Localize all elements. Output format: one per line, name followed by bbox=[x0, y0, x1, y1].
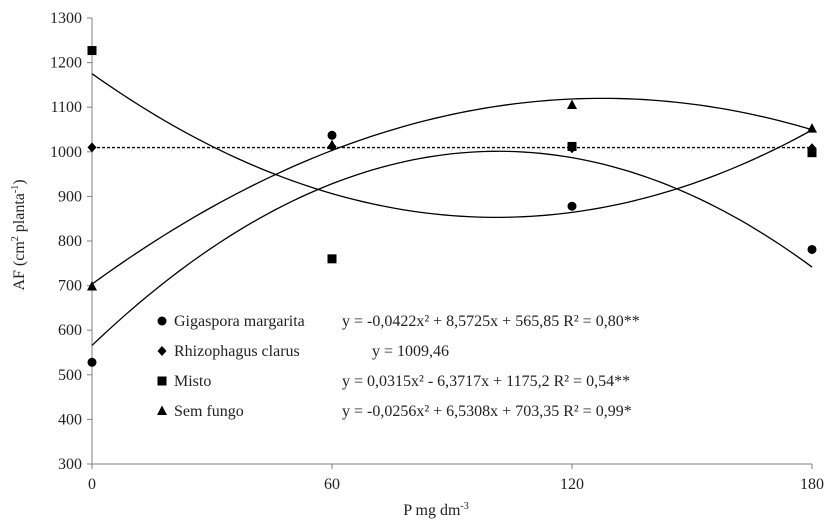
y-tick-label: 400 bbox=[58, 411, 82, 428]
y-axis-title: AF (cm2 planta-1) bbox=[10, 179, 28, 290]
legend-equation-gigaspora-margarita: y = -0,0422x² + 8,5725x + 565,85 R² = 0,… bbox=[342, 313, 640, 330]
point-misto bbox=[87, 46, 97, 56]
point-sem-fungo bbox=[87, 280, 97, 291]
point-misto bbox=[807, 148, 817, 158]
legend-label-rhizophagus-clarus: Rhizophagus clarus bbox=[174, 343, 300, 360]
x-tick-label: 0 bbox=[88, 476, 96, 493]
y-tick-label: 500 bbox=[58, 367, 82, 384]
axes bbox=[91, 18, 812, 465]
x-tick-label: 180 bbox=[800, 476, 824, 493]
point-sem-fungo bbox=[807, 123, 817, 133]
x-tick-label: 120 bbox=[560, 476, 584, 493]
data-points bbox=[87, 46, 817, 367]
point-gigaspora-margarita bbox=[327, 130, 337, 140]
legend-marker-gigaspora-margarita bbox=[157, 316, 167, 326]
legend: Gigaspora margarita y = -0,0422x² + 8,572… bbox=[157, 313, 640, 420]
point-sem-fungo bbox=[567, 99, 577, 109]
y-tick-label: 1300 bbox=[50, 10, 82, 27]
legend-label-gigaspora-margarita: Gigaspora margarita bbox=[174, 313, 305, 330]
fit-line-misto bbox=[91, 73, 813, 219]
point-gigaspora-margarita bbox=[807, 244, 817, 254]
legend-label-sem-fungo: Sem fungo bbox=[174, 403, 244, 420]
point-misto bbox=[327, 254, 337, 264]
legend-equation-sem-fungo: y = -0,0256x² + 6,5308x + 703,35 R² = 0,… bbox=[342, 403, 632, 420]
trend-lines bbox=[91, 73, 813, 346]
point-rhizophagus-clarus bbox=[87, 142, 97, 153]
point-gigaspora-margarita bbox=[567, 201, 577, 211]
y-tick-label: 700 bbox=[58, 278, 82, 295]
legend-marker-rhizophagus-clarus bbox=[157, 346, 167, 356]
y-tick-label: 800 bbox=[58, 233, 82, 250]
legend-marker-sem-fungo bbox=[157, 405, 167, 415]
legend-equation-misto: y = 0,0315x² - 6,3717x + 1175,2 R² = 0,5… bbox=[342, 373, 630, 390]
fit-line-gigaspora-margarita bbox=[91, 150, 813, 346]
x-tick-label: 60 bbox=[324, 476, 340, 493]
point-misto bbox=[567, 141, 577, 151]
fit-line-sem-fungo bbox=[91, 97, 813, 285]
y-tick-label: 900 bbox=[58, 188, 82, 205]
y-tick-label: 300 bbox=[58, 456, 82, 473]
y-tick-label: 1000 bbox=[50, 144, 82, 161]
y-tick-label: 600 bbox=[58, 322, 82, 339]
y-tick-label: 1200 bbox=[50, 55, 82, 72]
x-axis-title: P mg dm-3 bbox=[403, 501, 469, 519]
point-sem-fungo bbox=[327, 139, 337, 150]
y-tick-label: 1100 bbox=[51, 99, 82, 116]
legend-marker-misto bbox=[157, 376, 167, 386]
legend-label-misto: Misto bbox=[174, 373, 211, 390]
point-gigaspora-margarita bbox=[87, 357, 97, 367]
legend-equation-rhizophagus-clarus: y = 1009,46 bbox=[372, 343, 449, 360]
y-tick-labels: 300 400 500 600 700 800 900 1000 1100 1200 1300 bbox=[50, 10, 92, 473]
x-tick-labels: 0 60 120 180 bbox=[88, 464, 824, 493]
